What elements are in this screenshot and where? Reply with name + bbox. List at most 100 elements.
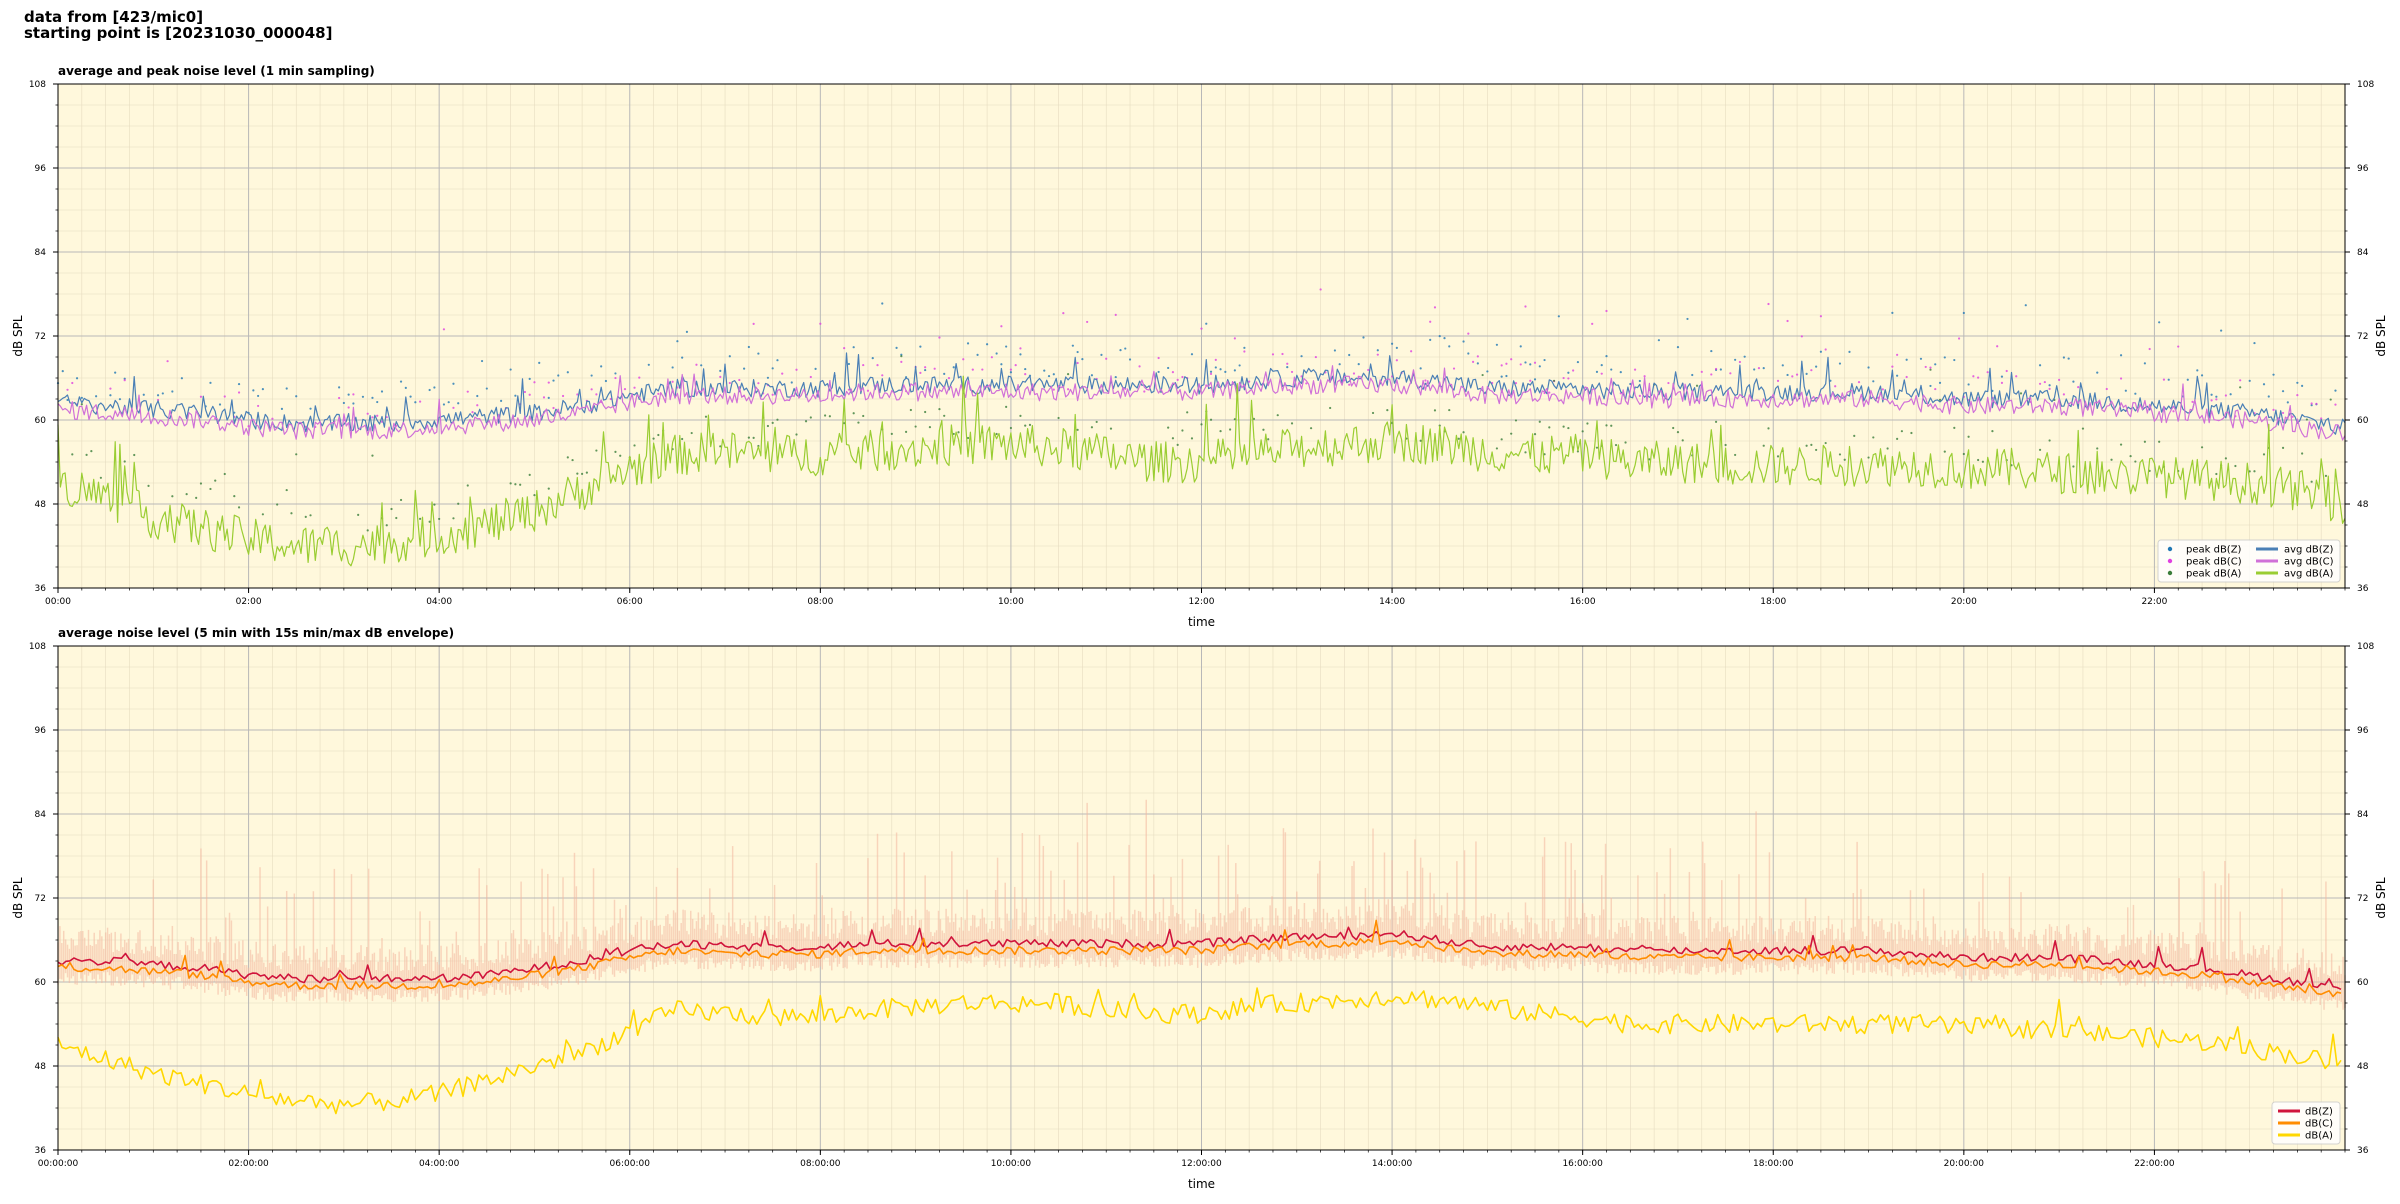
data-point [1062, 312, 1065, 315]
data-point [1438, 335, 1441, 338]
data-point [1867, 366, 1870, 369]
data-point [919, 371, 922, 374]
data-point [380, 390, 384, 393]
data-point [671, 366, 674, 369]
data-point [843, 422, 846, 425]
panel-title: average and peak noise level (1 min samp… [58, 64, 375, 78]
x-tick-label: 08:00 [807, 597, 833, 607]
data-point [1510, 432, 1513, 435]
data-point [409, 395, 412, 398]
legend-label: dB(A) [2305, 1131, 2333, 1142]
data-point [2143, 362, 2146, 365]
data-point [223, 395, 226, 398]
data-point [519, 483, 522, 486]
data-point [1024, 424, 1027, 427]
data-point [1938, 381, 1942, 384]
data-point [1233, 369, 1236, 372]
data-point [385, 524, 388, 527]
y-tick-label-left: 60 [35, 978, 47, 988]
data-point [1028, 423, 1032, 426]
data-point [471, 411, 474, 414]
data-point [647, 363, 650, 366]
data-point [2329, 398, 2332, 401]
x-tick-label: 20:00:00 [1944, 1159, 1985, 1169]
data-point [1624, 441, 1627, 444]
data-point [290, 512, 293, 515]
data-point [1567, 426, 1570, 430]
data-point [866, 389, 870, 392]
data-point [681, 356, 684, 359]
data-point [1538, 365, 1541, 368]
data-point [114, 371, 117, 374]
data-point [771, 421, 774, 424]
data-point [1281, 352, 1284, 356]
data-point [766, 376, 770, 379]
data-point [1957, 337, 1961, 340]
data-point [552, 379, 555, 382]
data-point [795, 433, 798, 436]
data-point [2262, 383, 2266, 386]
data-point [1233, 418, 1236, 421]
data-point [1548, 426, 1551, 429]
data-point [614, 376, 617, 380]
data-point [1891, 365, 1894, 368]
data-point [914, 425, 917, 428]
data-point [595, 449, 598, 452]
data-point [1000, 325, 1003, 328]
data-point [1900, 430, 1903, 433]
y-tick-label-left: 108 [29, 80, 46, 90]
y-tick-label-left: 108 [29, 642, 46, 652]
data-point [2215, 395, 2218, 398]
data-point [1600, 372, 1603, 375]
data-point [75, 377, 79, 380]
data-point [2281, 411, 2285, 415]
data-point [552, 406, 555, 410]
y-tick-label-right: 72 [2357, 332, 2368, 342]
data-point [1977, 376, 1980, 379]
data-point [1462, 340, 1465, 343]
data-point [1410, 350, 1413, 353]
data-point [304, 515, 307, 518]
series-peak-db-z [56, 302, 2337, 414]
data-point [1510, 358, 1513, 361]
data-point [1376, 353, 1379, 356]
data-point [457, 502, 460, 505]
data-point [1419, 367, 1422, 370]
data-point [466, 390, 469, 393]
data-point [1834, 385, 1837, 388]
y-tick-label-left: 36 [35, 1146, 47, 1156]
data-point [1824, 348, 1827, 351]
data-point [1848, 350, 1851, 354]
data-point [771, 393, 774, 396]
data-point [690, 431, 693, 435]
data-point [2272, 373, 2275, 376]
data-point [904, 430, 908, 433]
data-point [843, 346, 846, 350]
data-point [1095, 420, 1098, 424]
data-point [1052, 388, 1055, 391]
y-tick-label-left: 96 [35, 726, 47, 736]
x-tick-label: 02:00 [236, 597, 262, 607]
data-point [66, 398, 69, 402]
data-point [1557, 315, 1560, 318]
data-point [1648, 458, 1651, 461]
data-point [433, 503, 436, 506]
data-point [2215, 398, 2218, 401]
data-point [1014, 364, 1017, 367]
data-point [395, 516, 398, 520]
panel-top: 00:00 02:00 04:00 06:00 08:00 10:00 12:00 14:00… [11, 64, 2388, 629]
data-point [1009, 371, 1013, 374]
data-point [1562, 376, 1565, 380]
data-point [2191, 400, 2194, 403]
data-point [1176, 378, 1179, 381]
data-point [747, 345, 750, 349]
data-point [371, 416, 374, 419]
data-point [295, 453, 298, 456]
data-point [1967, 435, 1970, 438]
data-point [823, 414, 827, 417]
data-point [1238, 364, 1241, 367]
y-tick-label-right: 36 [2357, 1146, 2369, 1156]
data-point [261, 513, 264, 516]
legend-label: avg dB(C) [2284, 557, 2334, 568]
data-point [1781, 364, 1784, 367]
